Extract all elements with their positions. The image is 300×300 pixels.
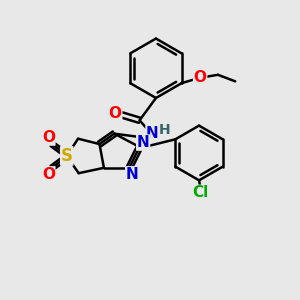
- Text: S: S: [61, 147, 73, 165]
- Text: O: O: [42, 130, 55, 145]
- Text: O: O: [109, 106, 122, 121]
- Text: O: O: [194, 70, 207, 85]
- Text: N: N: [146, 126, 159, 141]
- Text: N: N: [126, 167, 139, 182]
- Text: N: N: [137, 135, 149, 150]
- Text: H: H: [158, 123, 170, 137]
- Text: Cl: Cl: [192, 185, 209, 200]
- Text: O: O: [42, 167, 55, 182]
